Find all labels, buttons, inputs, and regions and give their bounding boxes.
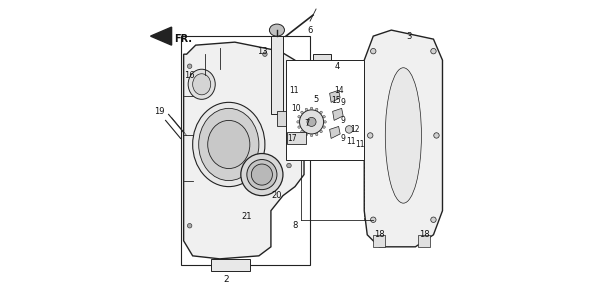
Text: 10: 10 xyxy=(291,104,301,113)
Ellipse shape xyxy=(297,121,299,123)
Ellipse shape xyxy=(431,217,436,222)
Ellipse shape xyxy=(301,130,303,133)
Polygon shape xyxy=(364,30,442,247)
Ellipse shape xyxy=(307,117,316,126)
Ellipse shape xyxy=(305,108,307,110)
Ellipse shape xyxy=(434,133,439,138)
Ellipse shape xyxy=(208,120,250,169)
Bar xyxy=(373,235,385,247)
Text: 5: 5 xyxy=(313,95,319,104)
Ellipse shape xyxy=(188,69,215,99)
Ellipse shape xyxy=(324,121,326,123)
Polygon shape xyxy=(150,27,172,45)
Ellipse shape xyxy=(287,163,291,168)
Ellipse shape xyxy=(323,116,325,118)
Polygon shape xyxy=(333,108,343,120)
Ellipse shape xyxy=(310,107,313,110)
Text: 21: 21 xyxy=(241,212,252,221)
Text: 11: 11 xyxy=(355,140,365,149)
Polygon shape xyxy=(330,90,340,102)
Ellipse shape xyxy=(300,89,309,98)
Text: 18: 18 xyxy=(419,230,430,239)
Ellipse shape xyxy=(199,108,259,181)
Ellipse shape xyxy=(300,110,323,134)
Text: 12: 12 xyxy=(350,125,360,134)
Text: 19: 19 xyxy=(155,107,165,116)
Text: 6: 6 xyxy=(307,26,313,35)
Polygon shape xyxy=(330,126,340,138)
Text: 18: 18 xyxy=(374,230,385,239)
Text: 7: 7 xyxy=(304,119,310,128)
Ellipse shape xyxy=(371,217,376,222)
Text: 2: 2 xyxy=(223,275,228,284)
Ellipse shape xyxy=(298,126,300,128)
Text: 14: 14 xyxy=(334,86,343,95)
Ellipse shape xyxy=(368,133,373,138)
Text: 3: 3 xyxy=(407,32,412,41)
Text: 17: 17 xyxy=(287,134,297,143)
Ellipse shape xyxy=(247,160,277,190)
Text: 9: 9 xyxy=(340,116,346,125)
Bar xyxy=(271,36,283,114)
Text: 8: 8 xyxy=(292,221,298,230)
Ellipse shape xyxy=(320,130,322,133)
Ellipse shape xyxy=(263,52,267,57)
Ellipse shape xyxy=(316,133,318,136)
Ellipse shape xyxy=(385,68,421,203)
Text: 9: 9 xyxy=(340,134,346,143)
Polygon shape xyxy=(211,259,250,271)
Ellipse shape xyxy=(188,223,192,228)
Bar xyxy=(313,54,331,78)
Bar xyxy=(418,235,431,247)
Ellipse shape xyxy=(431,48,436,54)
Bar xyxy=(277,111,295,126)
Text: 15: 15 xyxy=(331,96,340,105)
Bar xyxy=(286,60,364,160)
Text: 9: 9 xyxy=(340,98,346,107)
Ellipse shape xyxy=(193,102,265,187)
Ellipse shape xyxy=(305,133,307,136)
Ellipse shape xyxy=(371,48,376,54)
Ellipse shape xyxy=(345,126,353,133)
Bar xyxy=(181,36,310,265)
Ellipse shape xyxy=(241,154,283,196)
Text: 16: 16 xyxy=(184,71,195,80)
Text: 11: 11 xyxy=(289,86,298,95)
Polygon shape xyxy=(183,42,304,259)
Ellipse shape xyxy=(251,164,273,185)
Ellipse shape xyxy=(316,108,318,110)
Text: 20: 20 xyxy=(271,191,282,200)
Ellipse shape xyxy=(310,134,313,137)
Ellipse shape xyxy=(298,116,300,118)
Text: 13: 13 xyxy=(257,47,268,56)
Ellipse shape xyxy=(193,74,211,95)
Ellipse shape xyxy=(188,64,192,68)
Ellipse shape xyxy=(320,111,322,113)
Ellipse shape xyxy=(323,126,325,128)
Text: 4: 4 xyxy=(335,62,340,71)
Text: FR.: FR. xyxy=(175,34,192,44)
Ellipse shape xyxy=(301,111,303,113)
Text: 11: 11 xyxy=(346,137,355,146)
Ellipse shape xyxy=(270,24,284,36)
Bar xyxy=(287,132,306,144)
